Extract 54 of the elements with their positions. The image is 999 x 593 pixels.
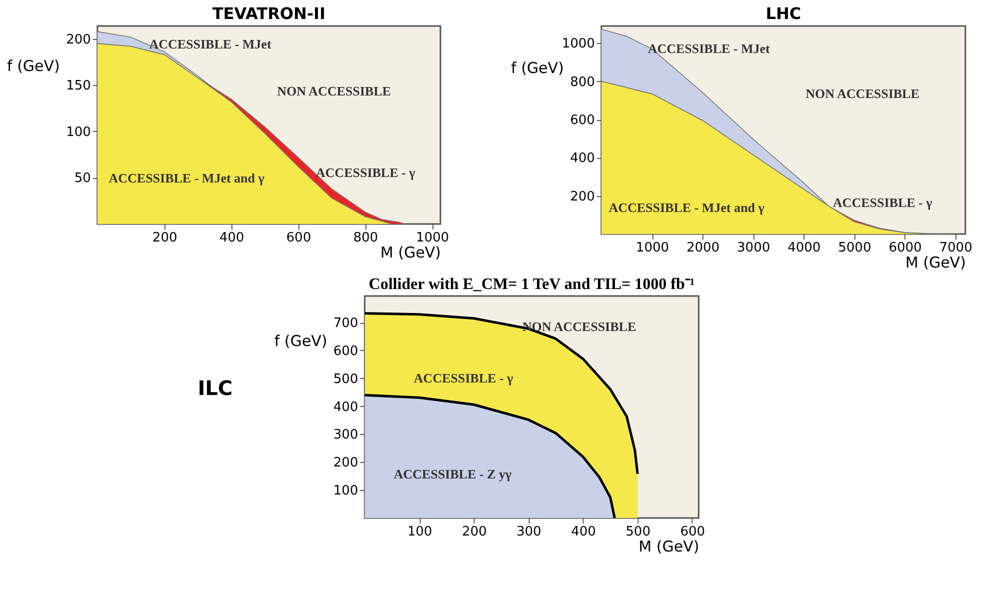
x-tick-label: 600 (680, 524, 706, 540)
x-axis-title: M (GeV) (638, 538, 700, 556)
x-axis-title: M (GeV) (905, 254, 966, 272)
y-tick-label: 100 (66, 124, 91, 140)
x-tick-label: 600 (286, 230, 312, 246)
y-tick-label: 800 (570, 74, 595, 90)
y-tick-label: 500 (333, 372, 358, 387)
chart-title: LHC (766, 4, 802, 23)
y-axis-title: f (GeV) (511, 59, 564, 78)
x-tick-label: 1000 (636, 240, 670, 256)
x-tick-label: 1000 (416, 230, 450, 246)
y-tick-label: 150 (66, 78, 91, 94)
y-tick-label: 200 (570, 189, 595, 204)
y-tick-label: 1000 (562, 36, 595, 52)
x-tick-label: 2000 (686, 240, 720, 256)
y-axis-title: f (GeV) (274, 332, 328, 350)
text: ILC (198, 376, 233, 400)
x-tick-label: 200 (462, 524, 487, 540)
y-tick-label: 400 (570, 151, 595, 166)
annotation: ACCESSIBLE - MJet (149, 36, 272, 52)
annotation: NON ACCESSIBLE (522, 319, 636, 334)
y-tick-label: 100 (333, 484, 358, 499)
x-axis-title: M (GeV) (380, 244, 441, 262)
x-tick-label: 6000 (888, 240, 922, 256)
annotation: ACCESSIBLE - MJet and γ (608, 200, 764, 215)
y-tick-label: 700 (333, 316, 358, 332)
annotation: NON ACCESSIBLE (806, 86, 920, 102)
y-tick-label: 50 (74, 171, 91, 186)
y-tick-label: 600 (570, 113, 595, 128)
x-tick-label: 300 (516, 524, 542, 540)
x-tick-label: 4000 (788, 240, 821, 256)
x-tick-label: 3000 (737, 240, 770, 256)
y-tick-label: 200 (66, 32, 91, 48)
annotation: ACCESSIBLE - γ (832, 195, 932, 210)
annotation: ACCESSIBLE - γ (316, 165, 416, 180)
annotation: ACCESSIBLE - MJet and γ (108, 170, 264, 186)
x-tick-label: 500 (626, 524, 650, 540)
y-tick-label: 200 (333, 456, 358, 471)
chart-title: TEVATRON-II (212, 4, 326, 23)
annotation: ACCESSIBLE - γ (414, 370, 514, 386)
y-tick-label: 400 (333, 400, 358, 415)
x-tick-label: 400 (219, 230, 244, 246)
y-axis-title: f (GeV) (7, 57, 60, 76)
annotation: ACCESSIBLE - Z yγ (394, 466, 512, 482)
x-tick-label: 7000 (939, 240, 972, 256)
y-tick-label: 600 (333, 344, 358, 359)
chart-title: Collider with E_CM= 1 TeV and TIL= 1000 fb⁻¹ (368, 276, 695, 293)
x-tick-label: 200 (152, 230, 178, 246)
annotation: ACCESSIBLE - MJet (648, 40, 771, 56)
x-tick-label: 800 (353, 230, 378, 246)
x-tick-label: 100 (407, 524, 432, 540)
x-tick-label: 5000 (838, 240, 872, 256)
annotation: NON ACCESSIBLE (277, 84, 391, 99)
y-tick-label: 300 (333, 428, 358, 443)
